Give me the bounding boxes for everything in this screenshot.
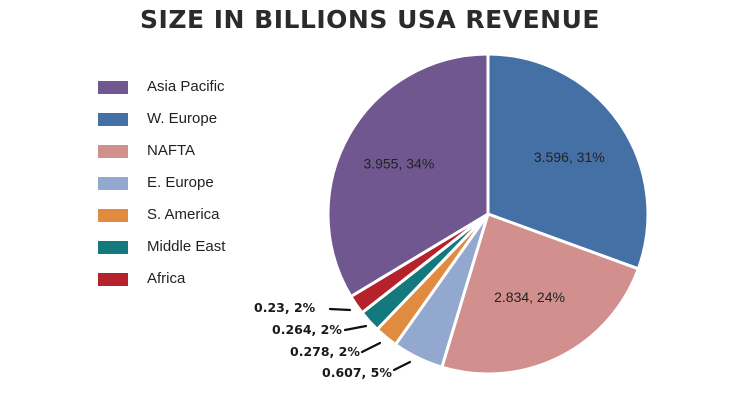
legend-swatch [98, 209, 128, 222]
legend-label: Africa [147, 270, 186, 287]
legend-swatch [98, 177, 128, 190]
pie-slice-asia-pacific [326, 52, 490, 298]
leader-line-e-europe [392, 360, 412, 372]
data-label-e-europe: 0.607, 5% [322, 365, 392, 380]
legend-label: S. America [147, 206, 220, 223]
chart-title: SIZE IN BILLIONS USA REVENUE [140, 5, 600, 34]
legend-label: Middle East [147, 238, 226, 255]
legend-swatch [98, 81, 128, 94]
legend-item-nafta: NAFTA [98, 142, 318, 162]
legend-item-africa: Africa [98, 270, 318, 290]
legend-label: NAFTA [147, 142, 196, 159]
legend-item-w-europe: W. Europe [98, 110, 318, 130]
legend-label: W. Europe [147, 110, 218, 127]
legend-item-s-america: S. America [98, 206, 318, 226]
data-label-africa: 0.23, 2% [254, 300, 316, 315]
legend-label: E. Europe [147, 174, 214, 191]
legend-label: Asia Pacific [147, 78, 225, 95]
data-label-asia-pacific: 3.955, 34% [363, 156, 434, 172]
data-label-nafta: 2.834, 24% [494, 289, 565, 305]
data-labels: 3.596, 31% 2.834, 24% 0.607, 5% 0.278, 2% 0.… [254, 149, 605, 380]
legend-swatch [98, 145, 128, 158]
legend-swatch [98, 241, 128, 254]
leader-lines [328, 307, 412, 372]
data-label-middle-east: 0.264, 2% [272, 322, 342, 337]
leader-line-s-america [360, 341, 382, 354]
leader-line-middle-east [343, 324, 368, 332]
data-label-w-europe: 3.596, 31% [534, 149, 605, 165]
pie-slices [326, 52, 650, 376]
legend-item-asia-pacific: Asia Pacific [98, 78, 318, 98]
pie-slice-w-europe [486, 52, 650, 271]
legend-swatch [98, 273, 128, 286]
legend-item-middle-east: Middle East [98, 238, 318, 258]
legend-item-e-europe: E. Europe [98, 174, 318, 194]
data-label-s-america: 0.278, 2% [290, 344, 360, 359]
legend-swatch [98, 113, 128, 126]
leader-line-africa [328, 307, 352, 312]
pie-slice-nafta [440, 212, 640, 376]
